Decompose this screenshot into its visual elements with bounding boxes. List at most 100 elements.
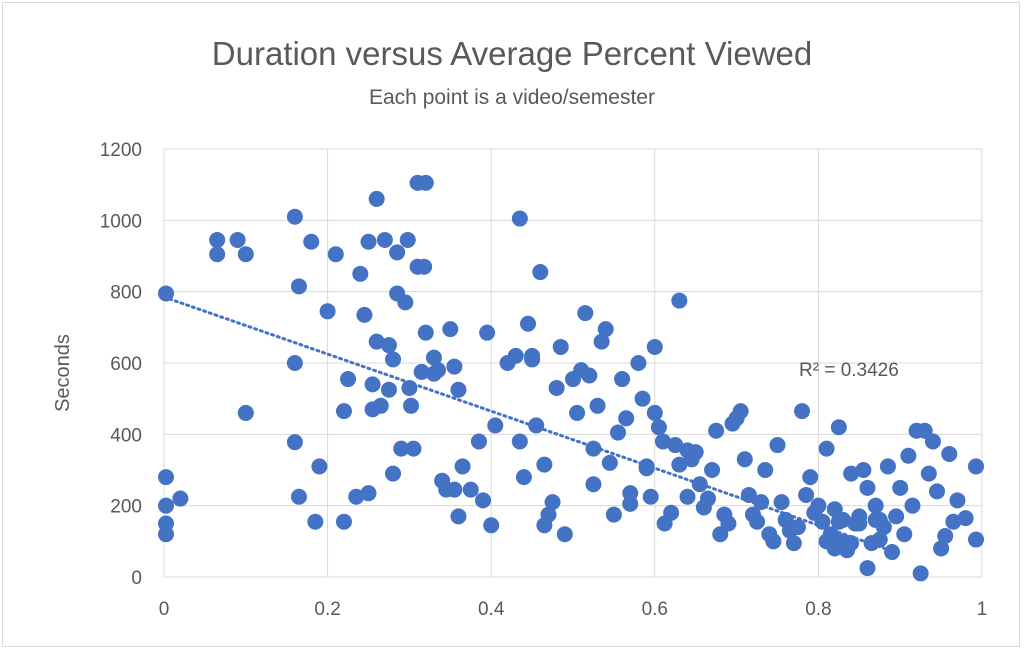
data-point [855, 462, 872, 478]
data-point [691, 476, 708, 493]
data-point [888, 508, 905, 525]
data-point [237, 404, 254, 421]
data-point [462, 481, 479, 498]
data-point [826, 540, 843, 557]
y-tick-label: 1200 [100, 140, 142, 161]
data-point [399, 231, 416, 248]
data-point [385, 351, 402, 368]
data-point [352, 265, 369, 282]
x-tick-label: 0.6 [642, 599, 668, 620]
data-point [528, 417, 545, 434]
data-point [843, 535, 860, 552]
data-point [585, 440, 602, 457]
data-point [851, 515, 868, 532]
data-point [380, 381, 397, 398]
data-point [413, 363, 430, 380]
data-point [515, 469, 532, 486]
data-point [834, 511, 851, 528]
data-point [364, 376, 381, 393]
x-tick-label: 0.8 [805, 599, 831, 620]
x-tick-label: 1 [977, 599, 988, 620]
data-point [593, 333, 610, 350]
data-point [859, 560, 876, 577]
data-point [879, 458, 896, 475]
data-point [356, 306, 373, 323]
data-point [450, 508, 467, 525]
data-point [924, 433, 941, 450]
data-point [393, 440, 410, 457]
data-point [798, 486, 815, 503]
x-tick-label: 0 [159, 599, 170, 620]
data-point [416, 258, 433, 275]
data-point [630, 355, 647, 371]
x-tick-label: 0.2 [314, 599, 340, 620]
data-point [904, 497, 921, 514]
data-point [749, 513, 766, 530]
data-point [818, 440, 835, 457]
data-point [609, 424, 626, 441]
trendline [162, 295, 886, 550]
data-point [920, 465, 937, 482]
data-point [830, 419, 847, 436]
data-point [403, 397, 420, 414]
data-point [475, 492, 492, 509]
r-squared-label: R² = 0.3426 [799, 360, 899, 381]
data-point [785, 535, 802, 552]
data-point [814, 513, 831, 530]
data-point [511, 210, 528, 227]
data-point [867, 511, 884, 528]
data-point [634, 390, 651, 407]
data-point [290, 278, 307, 295]
data-point [671, 456, 688, 473]
y-tick-label: 600 [110, 354, 142, 375]
data-point [933, 540, 950, 557]
data-point [360, 233, 377, 250]
data-point [912, 565, 929, 582]
data-point [929, 483, 946, 500]
data-point [286, 355, 303, 371]
data-point [937, 527, 954, 544]
data-point [646, 404, 663, 421]
data-point [303, 233, 320, 250]
data-point [327, 246, 344, 263]
data-point [859, 479, 876, 496]
y-tick-label: 400 [110, 425, 142, 446]
data-point [789, 519, 806, 536]
data-point [385, 465, 402, 482]
data-point [585, 476, 602, 493]
data-point [158, 285, 174, 302]
scatter-chart: Duration versus Average Percent Viewed E… [52, 35, 988, 620]
data-point [524, 347, 541, 364]
data-point [335, 403, 352, 420]
chart-subtitle: Each point is a video/semester [369, 86, 655, 109]
data-point [544, 494, 561, 511]
data-point [425, 349, 442, 366]
data-point [871, 531, 888, 548]
data-point [773, 494, 790, 511]
data-point [470, 433, 487, 450]
y-tick-label: 1000 [100, 211, 142, 232]
y-tick-label: 200 [110, 497, 142, 518]
data-point [511, 433, 528, 450]
data-point [900, 447, 917, 464]
data-point [753, 494, 770, 511]
data-point [732, 403, 749, 420]
data-point [896, 526, 913, 543]
chart-title: Duration versus Average Percent Viewed [212, 35, 812, 72]
data-points [158, 174, 984, 582]
data-point [740, 486, 757, 503]
data-point [389, 244, 406, 261]
data-point [454, 458, 471, 475]
data-point [450, 381, 467, 398]
data-point [158, 526, 174, 543]
data-point [867, 497, 884, 514]
data-point [229, 231, 246, 248]
data-point [479, 324, 496, 341]
data-point [401, 379, 418, 396]
data-point [802, 469, 819, 486]
data-point [736, 451, 753, 468]
data-point [483, 517, 500, 534]
data-point [671, 292, 688, 309]
data-point [368, 190, 385, 207]
